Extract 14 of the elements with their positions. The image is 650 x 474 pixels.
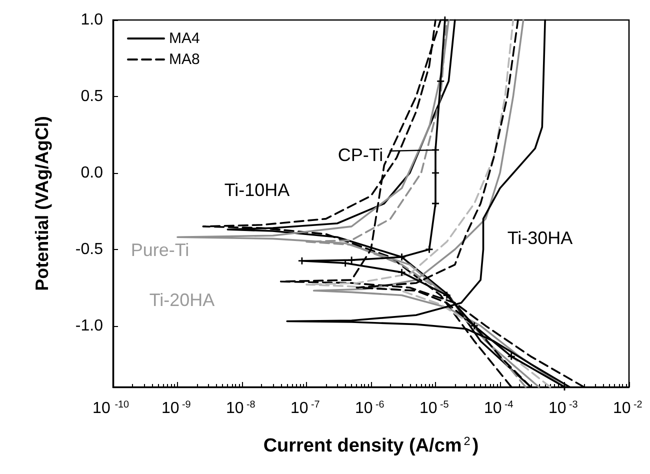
annotation: Ti-30HA: [507, 228, 573, 248]
y-tick-label: -0.5: [75, 240, 104, 258]
y-tick-label: -1.0: [75, 317, 104, 334]
annotation: CP-Ti: [338, 144, 384, 165]
y-tick-label: 0.0: [80, 164, 104, 182]
annotation: Ti-20HA: [149, 290, 215, 310]
annotation: Ti-10HA: [224, 180, 290, 200]
legend-label: MA8: [169, 51, 200, 68]
legend-label: MA4: [169, 30, 200, 47]
x-tick-label: 10-10: [92, 400, 130, 418]
y-axis-title: Potential (VAg/AgCl): [32, 116, 52, 291]
y-tick-label: 0.5: [80, 88, 104, 105]
annotation: Pure-Ti: [130, 240, 190, 260]
y-tick-label: 1.0: [80, 12, 104, 28]
